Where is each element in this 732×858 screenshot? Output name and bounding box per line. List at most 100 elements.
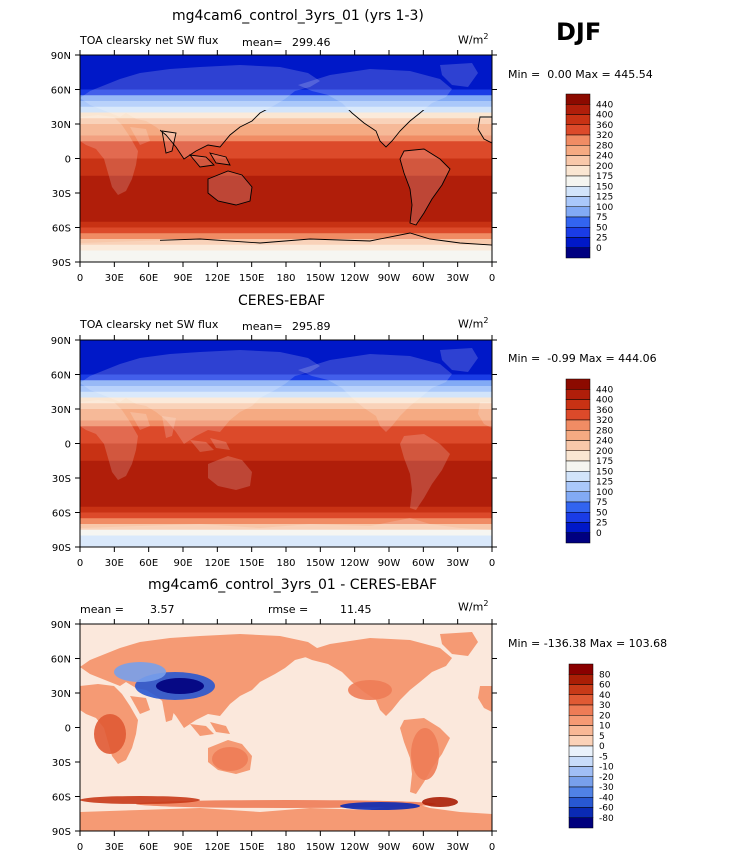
x-tick-label: 90W: [378, 558, 401, 569]
max-value: 103.68: [628, 637, 668, 650]
x-tick-label: 0: [489, 273, 495, 284]
colorbar-label: 280: [596, 141, 613, 151]
x-tick-label: 120W: [340, 842, 369, 853]
colorbar-box: [565, 237, 591, 248]
zonal-band: [80, 233, 492, 240]
zonal-band: [80, 345, 492, 353]
colorbar-box: [568, 663, 594, 675]
axes-group: 0 30E 60E 90E 120E 150E 180 150W 120W 90W 60W 30W 09…: [51, 50, 497, 853]
x-tick-label: 120W: [340, 558, 369, 569]
colorbar-box: [565, 378, 591, 390]
x-tick-label: 0: [77, 273, 83, 284]
colorbar-label: 5: [599, 732, 605, 742]
colorbar-box: [565, 430, 591, 441]
zonal-band: [80, 216, 492, 223]
colorbar-box: [565, 501, 591, 513]
colorbar-box: [565, 155, 591, 166]
colorbar-label: 200: [596, 447, 613, 457]
panel-1-map: [80, 55, 492, 262]
colorbar-label: 80: [599, 670, 611, 680]
colorbar-label: 0: [596, 244, 602, 254]
colorbar-box: [565, 419, 591, 431]
colorbar-box: [568, 735, 594, 747]
zonal-band: [80, 443, 492, 450]
panel-2-units: W/m2: [458, 316, 488, 331]
panel-3-rmse-value: 11.45: [340, 603, 372, 616]
colorbar-box: [565, 227, 591, 238]
zonal-band: [80, 409, 492, 416]
colorbar-label: 0: [599, 742, 605, 752]
x-tick-label: 180: [276, 842, 295, 853]
units-exponent: 2: [483, 32, 489, 41]
colorbar-label: 40: [599, 691, 611, 701]
min-label: Min =: [508, 637, 541, 650]
zonal-band: [80, 455, 492, 462]
units-exponent: 2: [483, 599, 489, 608]
colorbar-box: [568, 797, 594, 808]
zonal-band: [80, 181, 492, 188]
min-label: Min =: [508, 352, 541, 365]
units-text: W/m: [458, 33, 484, 47]
diff-anomaly: [411, 728, 439, 780]
colorbar-label: -60: [599, 804, 614, 814]
colorbar-box: [568, 704, 594, 716]
y-tick-label: 90N: [51, 51, 71, 62]
colorbars-group: 4404003603202802402001751501251007550250…: [565, 93, 614, 829]
colorbar-box: [568, 776, 594, 788]
colorbar-label: 400: [596, 111, 613, 121]
x-tick-label: 0: [77, 842, 83, 853]
zonal-band: [80, 55, 492, 62]
zonal-band: [80, 164, 492, 171]
max-label: Max =: [575, 68, 611, 81]
zonal-band: [80, 501, 492, 508]
x-tick-label: 90W: [378, 842, 401, 853]
x-tick-label: 120E: [205, 558, 230, 569]
zonal-band: [80, 227, 492, 234]
colorbar-box: [565, 145, 591, 156]
colorbar-label: 240: [596, 152, 613, 162]
colorbar-label: 175: [596, 457, 613, 467]
colorbar-label: 100: [596, 488, 613, 498]
colorbar-label: 175: [596, 172, 613, 182]
colorbar-label: -5: [599, 752, 608, 762]
panel-3-map: [80, 624, 492, 831]
panel-1-minmax: Min = 0.00 Max = 445.54: [508, 68, 653, 81]
panel-1-mean-label: mean=: [242, 36, 283, 49]
colorbar-label: 320: [596, 131, 613, 141]
x-tick-label: 30E: [105, 273, 124, 284]
colorbar-box: [565, 481, 591, 492]
max-value: 445.54: [614, 68, 653, 81]
colorbar-box: [568, 684, 594, 695]
y-tick-label: 60S: [52, 793, 71, 804]
colorbar-box: [565, 389, 591, 400]
y-tick-label: 60N: [51, 86, 71, 97]
zonal-band: [80, 391, 492, 399]
colorbar-label: 400: [596, 396, 613, 406]
zonal-band: [80, 420, 492, 427]
colorbar-label: 75: [596, 498, 607, 508]
zonal-band: [80, 158, 492, 165]
y-tick-label: 30N: [51, 689, 71, 700]
colorbar-box: [565, 206, 591, 218]
colorbar-label: -10: [599, 763, 614, 773]
x-tick-label: 150W: [306, 273, 335, 284]
colorbar-label: 25: [596, 234, 607, 244]
x-tick-label: 150W: [306, 842, 335, 853]
zonal-band: [80, 426, 492, 433]
y-tick-label: 90S: [52, 258, 71, 269]
y-tick-label: 30S: [52, 189, 71, 200]
colorbar-box: [565, 491, 591, 503]
zonal-band: [80, 403, 492, 410]
y-tick-label: 60N: [51, 371, 71, 382]
min-value: 0.00: [547, 68, 572, 81]
colorbar-label: 150: [596, 467, 613, 477]
zonal-band: [80, 124, 492, 131]
y-tick-label: 60S: [52, 509, 71, 520]
x-tick-label: 90E: [173, 273, 192, 284]
colorbar-label: 20: [599, 711, 611, 721]
y-tick-label: 90N: [51, 336, 71, 347]
panel-2-mean-label: mean=: [242, 320, 283, 333]
zonal-band: [80, 175, 492, 183]
panel-3-mean-label: mean =: [80, 603, 124, 616]
x-tick-label: 150W: [306, 558, 335, 569]
